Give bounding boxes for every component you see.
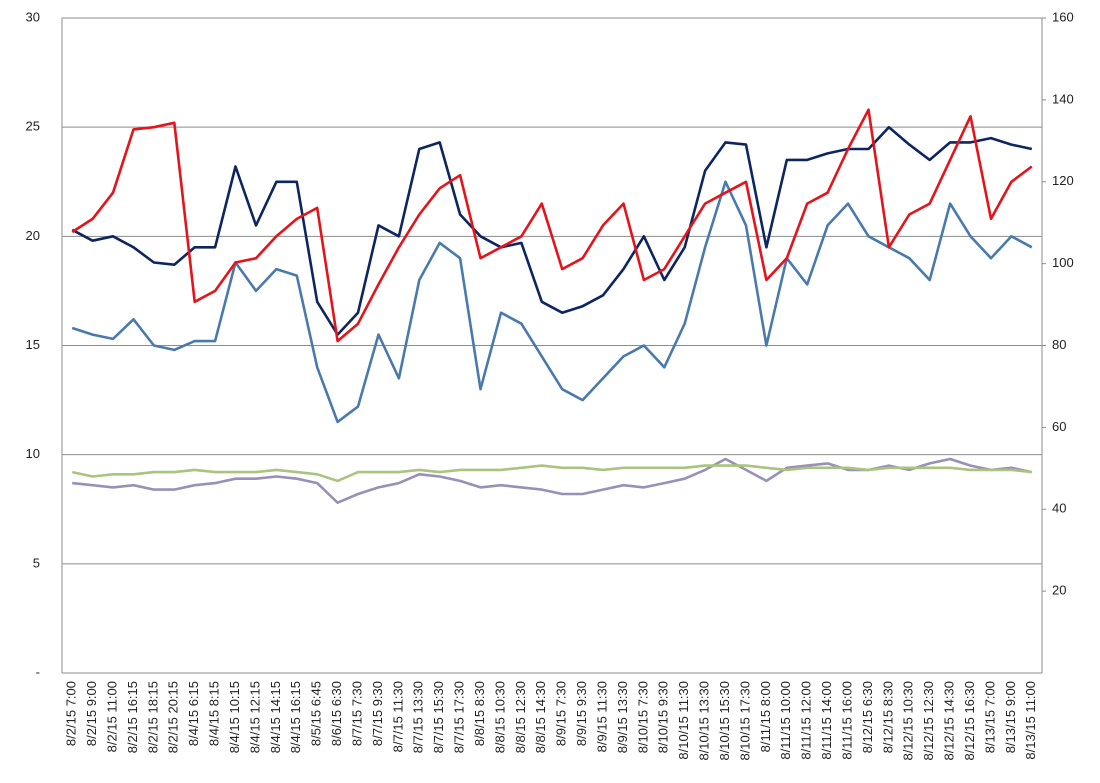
x-tick-label: 8/11/15 12:00 — [799, 681, 814, 760]
series-line — [71, 464, 1032, 483]
x-tick-label: 8/8/15 14:30 — [533, 681, 548, 753]
y-tick-label: 5 — [33, 555, 40, 570]
x-tick-label: 8/9/15 9:30 — [574, 681, 589, 746]
x-tick-label: 8/11/15 8:00 — [758, 681, 773, 752]
x-tick-label: 8/9/15 11:30 — [594, 681, 609, 752]
x-tick-label: 8/10/15 17:30 — [737, 681, 752, 761]
series-line — [71, 180, 1033, 424]
x-tick-label: 8/10/15 11:30 — [676, 681, 691, 760]
x-tick-label: 8/12/15 16:30 — [962, 681, 977, 761]
x-tick-label: 8/2/15 7:00 — [64, 681, 79, 746]
y2-tick-label: 40 — [1052, 501, 1066, 516]
x-tick-label: 8/4/15 16:15 — [288, 681, 303, 753]
x-tick-label: 8/4/15 12:15 — [247, 681, 262, 753]
y2-tick-label: 60 — [1052, 419, 1066, 434]
x-tick-label: 8/12/15 10:30 — [901, 681, 916, 761]
x-tick-label: 8/11/15 14:00 — [819, 681, 834, 760]
x-tick-label: 8/12/15 12:30 — [921, 681, 936, 761]
y-tick-label: 30 — [26, 9, 40, 24]
y2-tick-label: 20 — [1052, 583, 1066, 598]
x-tick-label: 8/13/15 11:00 — [1023, 681, 1038, 760]
x-tick-label: 8/10/15 7:30 — [635, 681, 650, 753]
x-tick-label: 8/2/15 18:15 — [145, 681, 160, 753]
y-tick-label: 25 — [26, 119, 40, 134]
x-tick-label: 8/7/15 9:30 — [370, 681, 385, 746]
x-tick-label: 8/9/15 7:30 — [554, 681, 569, 746]
x-tick-label: 8/7/15 13:30 — [411, 681, 426, 753]
series-line — [71, 125, 1033, 336]
y2-tick-label: 80 — [1052, 337, 1066, 352]
x-tick-label: 8/7/15 7:30 — [349, 681, 364, 746]
y-tick-label: 20 — [26, 228, 40, 243]
x-tick-label: 8/10/15 15:30 — [717, 681, 732, 761]
y2-tick-label: 120 — [1052, 173, 1074, 188]
x-tick-label: 8/6/15 6:30 — [329, 681, 344, 746]
x-tick-label: 8/4/15 6:15 — [186, 681, 201, 746]
x-tick-label: 8/2/15 9:00 — [84, 681, 99, 746]
x-tick-label: 8/8/15 8:30 — [472, 681, 487, 746]
x-tick-label: 8/13/15 7:00 — [982, 681, 997, 753]
y2-tick-label: 140 — [1052, 91, 1074, 106]
x-tick-label: 8/12/15 6:30 — [860, 681, 875, 753]
y-tick-label: 10 — [26, 446, 40, 461]
x-tick-label: 8/2/15 11:00 — [104, 681, 119, 752]
x-tick-label: 8/5/15 6:45 — [309, 681, 324, 746]
x-tick-label: 8/12/15 8:30 — [880, 681, 895, 753]
x-tick-label: 8/8/15 12:30 — [513, 681, 528, 753]
y-tick-label: 15 — [26, 337, 40, 352]
x-tick-label: 8/4/15 8:15 — [207, 681, 222, 746]
x-tick-label: 8/11/15 10:00 — [778, 681, 793, 760]
x-tick-label: 8/4/15 14:15 — [268, 681, 283, 753]
x-tick-label: 8/11/15 16:00 — [839, 681, 854, 760]
x-tick-label: 8/9/15 13:30 — [615, 681, 630, 753]
y2-tick-label: 100 — [1052, 255, 1074, 270]
x-tick-label: 8/2/15 20:15 — [166, 681, 181, 753]
x-tick-label: 8/12/15 14:30 — [942, 681, 957, 761]
series-line — [71, 108, 1033, 343]
y-tick-label: - — [36, 664, 40, 679]
x-tick-label: 8/7/15 11:30 — [390, 681, 405, 752]
x-tick-label: 8/8/15 10:30 — [492, 681, 507, 753]
x-tick-label: 8/10/15 9:30 — [656, 681, 671, 753]
x-tick-label: 8/7/15 15:30 — [431, 681, 446, 753]
x-tick-label: 8/2/15 16:15 — [125, 681, 140, 753]
y2-tick-label: 160 — [1052, 9, 1074, 24]
x-tick-label: 8/13/15 9:00 — [1003, 681, 1018, 753]
x-tick-label: 8/10/15 13:30 — [697, 681, 712, 761]
x-tick-label: 8/7/15 17:30 — [452, 681, 467, 753]
x-tick-label: 8/4/15 10:15 — [227, 681, 242, 753]
